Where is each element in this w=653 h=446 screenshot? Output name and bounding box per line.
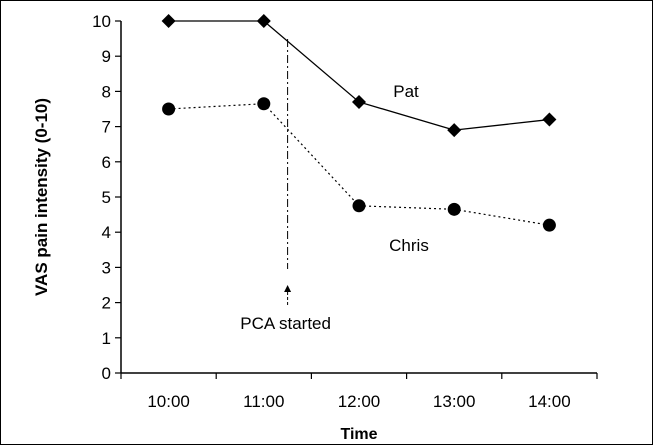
y-tick-label: 6	[102, 153, 111, 172]
y-tick-label: 0	[102, 364, 111, 383]
data-point-chris	[352, 199, 366, 213]
x-axis-ticks: 10:00 11:00 12:00 13:00 14:00	[120, 373, 598, 411]
data-point-pat	[256, 14, 271, 28]
x-tick-label: 13:00	[433, 392, 476, 411]
data-point-pat	[542, 112, 557, 127]
y-axis-ticks: 0 1 2 3 4 5 6 7 8 9 10	[92, 12, 121, 383]
data-point-chris	[542, 218, 556, 232]
axes	[120, 21, 597, 374]
x-tick-label: 10:00	[147, 392, 190, 411]
y-tick-label: 9	[102, 47, 111, 66]
data-point-chris	[162, 102, 176, 116]
data-point-chris	[447, 202, 461, 216]
y-tick-label: 3	[102, 258, 111, 277]
series-group: Pat Chris	[161, 14, 557, 255]
series-label-chris: Chris	[389, 236, 429, 255]
x-tick-label: 11:00	[243, 392, 284, 411]
data-point-pat	[352, 94, 366, 109]
y-tick-label: 7	[102, 118, 111, 137]
data-point-chris	[257, 97, 271, 111]
y-tick-label: 2	[102, 294, 111, 313]
series-label-pat: Pat	[393, 82, 419, 101]
pca-arrow-head	[284, 285, 292, 292]
series-line-pat	[168, 20, 550, 131]
y-tick-label: 10	[92, 12, 111, 31]
x-axis-label: Time	[340, 426, 377, 443]
data-point-pat	[161, 14, 176, 28]
y-tick-label: 5	[102, 188, 111, 207]
pca-annotation-label: PCA started	[240, 314, 331, 333]
x-tick-label: 14:00	[528, 392, 571, 411]
y-tick-label: 1	[102, 329, 111, 348]
data-point-pat	[447, 123, 462, 138]
x-tick-label: 12:00	[338, 392, 381, 411]
annotation-group: PCA started	[240, 39, 331, 333]
y-axis-label: VAS pain intensity (0-10)	[32, 98, 51, 296]
y-tick-label: 4	[102, 223, 111, 242]
y-tick-label: 8	[102, 82, 111, 101]
